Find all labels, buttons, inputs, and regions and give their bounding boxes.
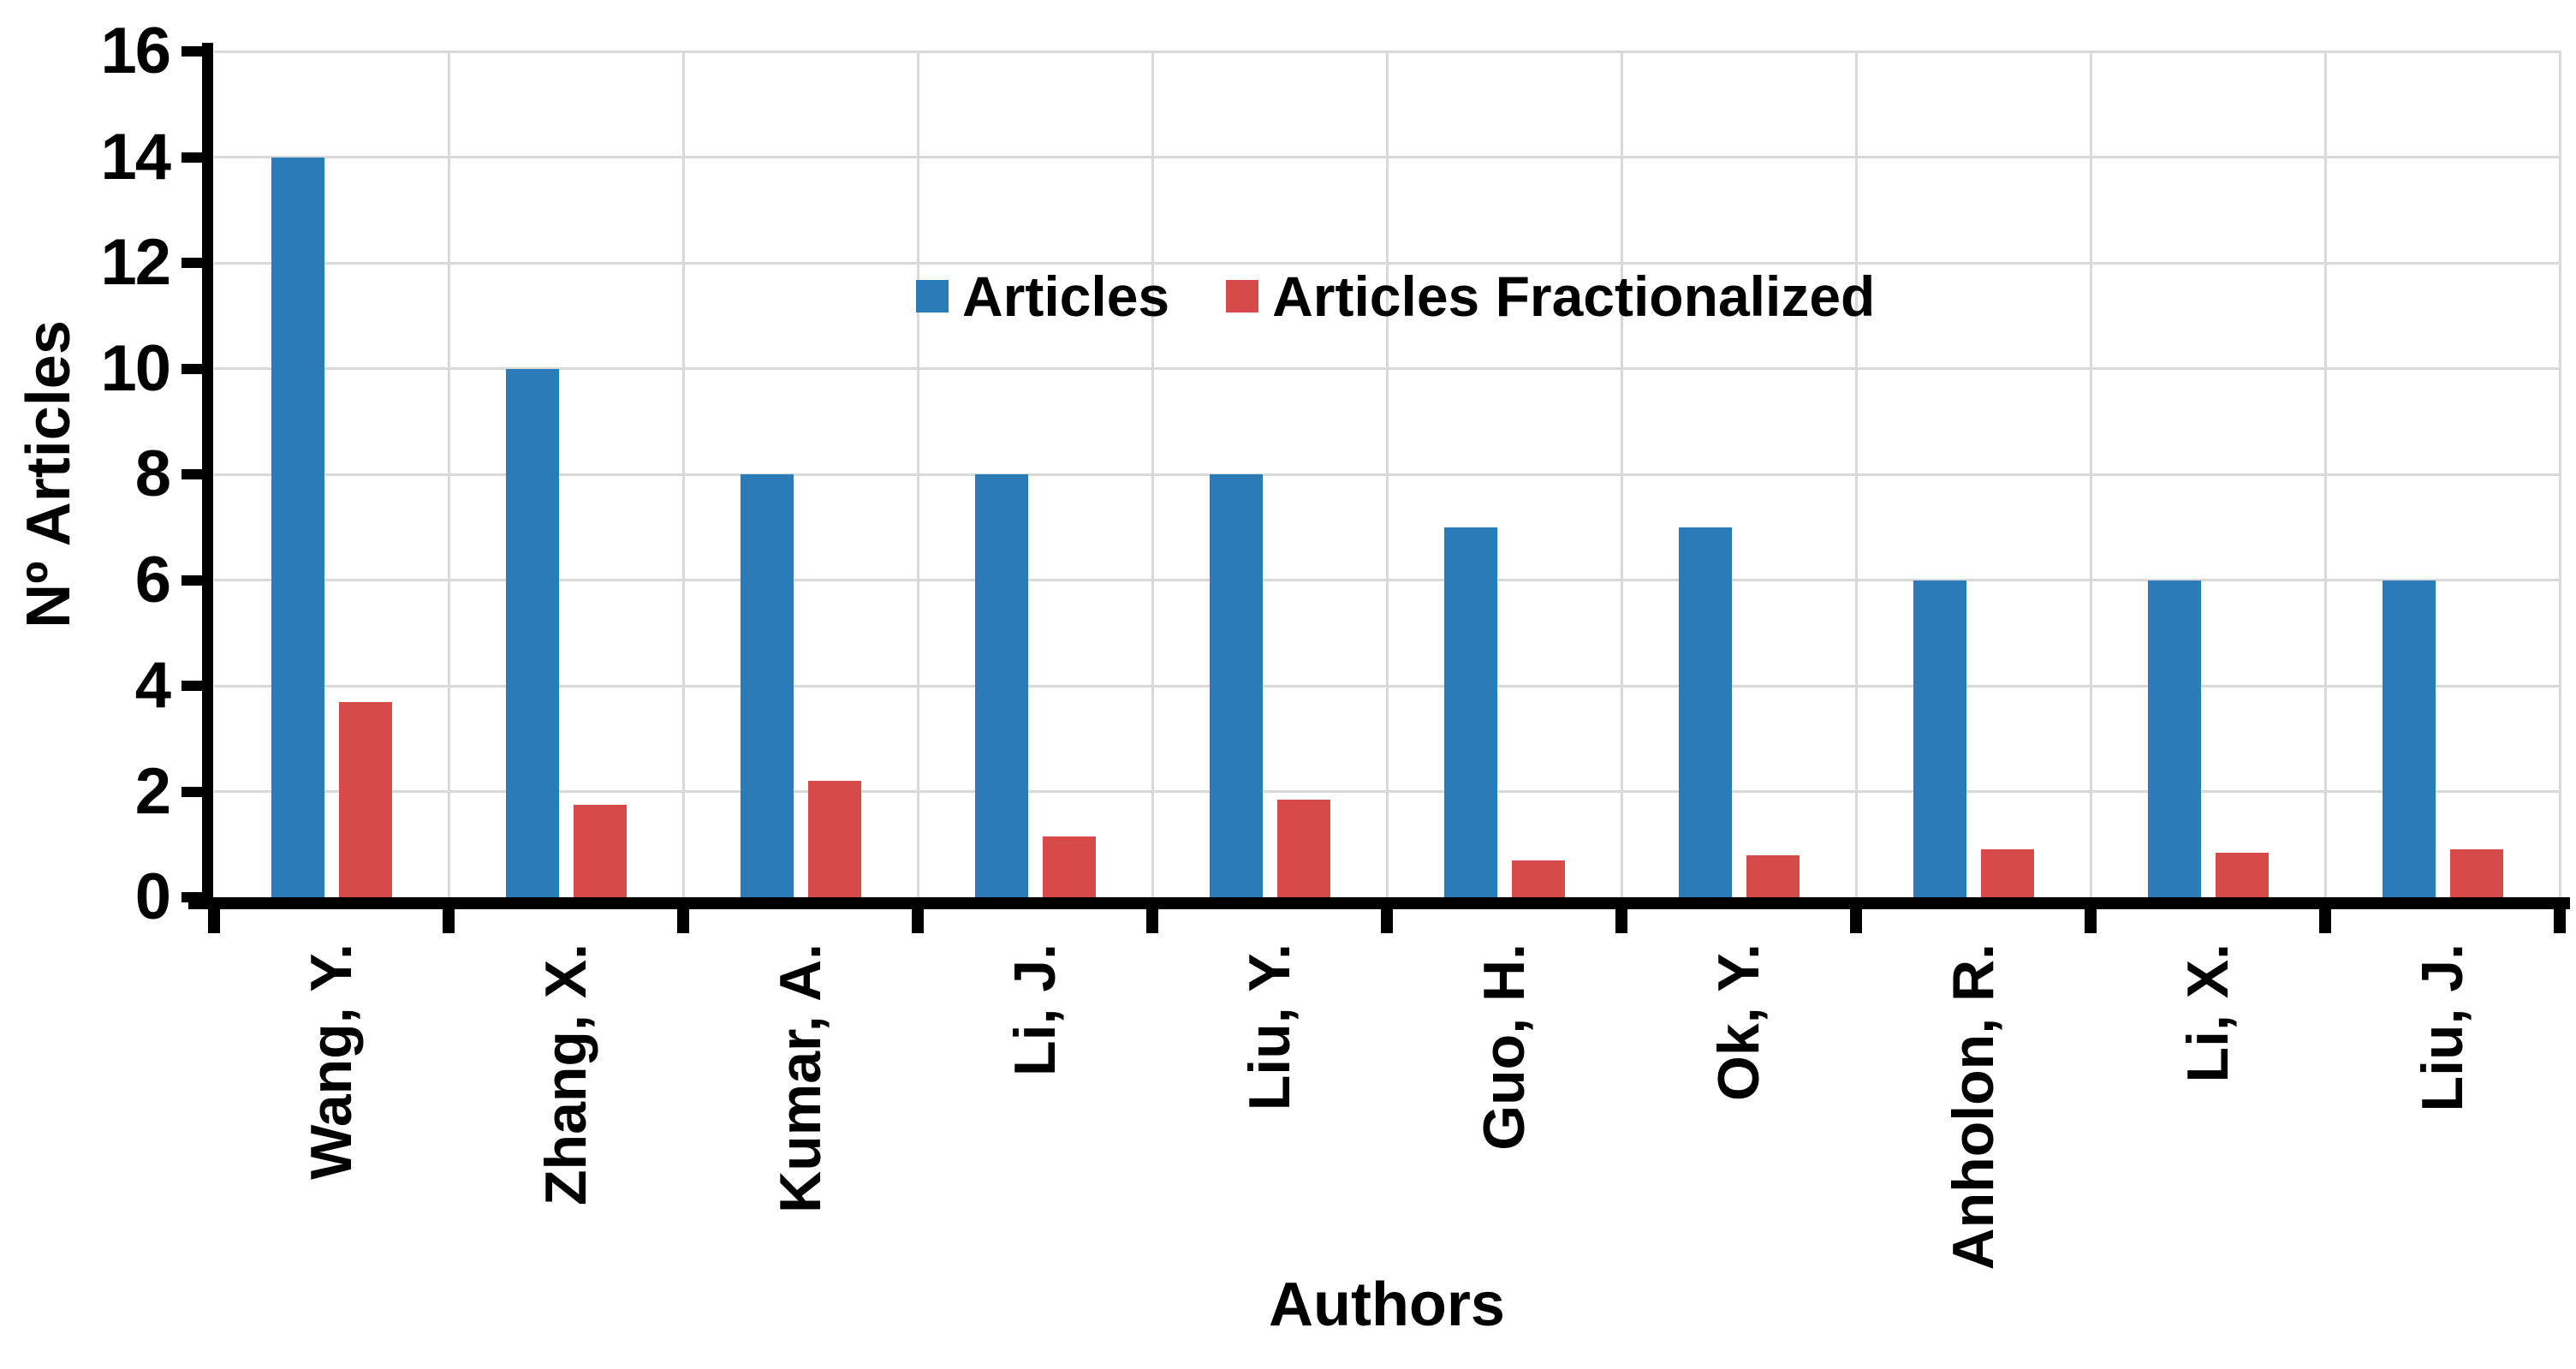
legend-swatch-articles-fractionalized [1226, 280, 1259, 312]
x-category-label-wang-y: Wang, Y. [299, 943, 364, 1180]
bar-articles-fractionalized-wang-y [338, 701, 392, 897]
horizontal-gridline [214, 50, 2560, 53]
legend-swatch-articles [916, 280, 949, 312]
y-tick-label: 4 [134, 649, 171, 722]
x-tick [1615, 909, 1627, 933]
x-tick [443, 909, 455, 933]
plot-area: Articles Articles Fractionalized [214, 50, 2561, 897]
x-axis-title: Authors [1269, 1271, 1505, 1339]
bar-articles-fractionalized-kumar-a [807, 781, 861, 897]
horizontal-gridline [214, 156, 2560, 158]
y-tick-label: 8 [134, 437, 171, 510]
y-tick-label: 14 [100, 120, 171, 193]
y-axis-title: Nº Articles [15, 320, 83, 628]
x-category-label-guo-h: Guo, H. [1472, 943, 1537, 1151]
bar-articles-fractionalized-liu-y [1276, 799, 1330, 897]
horizontal-gridline [214, 684, 2560, 687]
bar-articles-li-x [2147, 580, 2201, 897]
horizontal-gridline [214, 473, 2560, 476]
x-category-label-liu-j: Liu, J. [2410, 943, 2475, 1112]
bar-articles-zhang-x [505, 368, 559, 897]
y-tick [181, 152, 204, 163]
legend-label-articles-fractionalized: Articles Fractionalized [1272, 265, 1876, 328]
horizontal-gridline [214, 367, 2560, 370]
bar-articles-wang-y [271, 157, 324, 897]
bar-articles-guo-h [1443, 527, 1497, 897]
legend-item-articles: Articles [916, 257, 1169, 336]
y-tick [181, 892, 204, 902]
y-tick [181, 469, 204, 479]
y-tick-label: 2 [134, 754, 171, 828]
x-tick [677, 909, 689, 933]
bar-articles-fractionalized-anholon-r [1980, 849, 2034, 897]
y-axis-line [202, 43, 213, 909]
horizontal-gridline [214, 790, 2560, 793]
y-tick [181, 46, 204, 57]
x-tick [208, 909, 220, 933]
bar-articles-fractionalized-li-j [1042, 836, 1096, 897]
vertical-gridline [2558, 51, 2561, 897]
bar-articles-fractionalized-ok-y [1746, 854, 1800, 897]
x-category-label-li-x: Li, X. [2175, 943, 2240, 1083]
y-tick-label: 10 [100, 331, 171, 405]
x-tick [2319, 909, 2331, 933]
y-tick [181, 574, 204, 586]
y-tick-label: 0 [134, 860, 171, 933]
x-tick [1850, 909, 1862, 933]
horizontal-gridline [214, 579, 2560, 581]
bar-articles-liu-j [2382, 580, 2436, 897]
bar-articles-fractionalized-zhang-x [573, 804, 627, 897]
bar-articles-fractionalized-liu-j [2449, 849, 2503, 897]
x-tick [2554, 909, 2566, 933]
x-category-label-zhang-x: Zhang, X. [533, 943, 598, 1205]
x-category-label-ok-y: Ok, Y. [1706, 943, 1771, 1101]
x-category-label-li-j: Li, J. [1002, 943, 1068, 1076]
horizontal-gridline [214, 261, 2560, 265]
x-tick [2085, 909, 2097, 933]
y-tick-label: 16 [100, 15, 171, 87]
bar-articles-li-j [974, 474, 1028, 897]
legend-item-articles-fractionalized: Articles Fractionalized [1226, 257, 1875, 336]
x-tick [912, 909, 924, 933]
bar-articles-fractionalized-li-x [2215, 852, 2269, 897]
y-tick [181, 786, 204, 797]
legend: Articles Articles Fractionalized [916, 257, 1875, 336]
x-category-label-anholon-r: Anholon, R. [1941, 943, 2006, 1271]
bar-articles-liu-y [1209, 474, 1263, 897]
x-tick [1381, 909, 1393, 933]
x-category-label-liu-y: Liu, Y. [1237, 943, 1302, 1111]
y-tick [181, 681, 204, 691]
y-tick [181, 258, 204, 268]
bar-articles-kumar-a [740, 474, 794, 897]
x-tick [1146, 909, 1158, 933]
y-tick [181, 363, 204, 374]
bar-articles-fractionalized-guo-h [1511, 860, 1565, 897]
y-tick-label: 6 [134, 543, 171, 616]
bar-articles-ok-y [1678, 527, 1732, 897]
x-axis-line [188, 897, 2570, 909]
y-tick-label: 12 [100, 226, 171, 299]
bar-articles-anholon-r [1913, 580, 1966, 897]
legend-label-articles: Articles [962, 265, 1170, 328]
x-category-label-kumar-a: Kumar, A. [768, 943, 833, 1213]
